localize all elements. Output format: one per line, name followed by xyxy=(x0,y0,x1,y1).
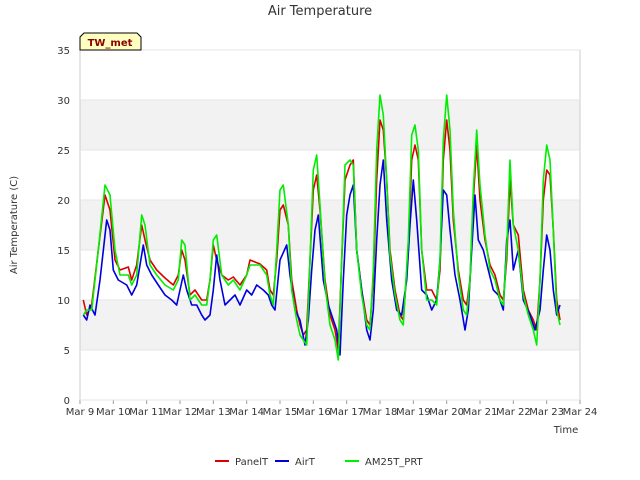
x-tick-label: Mar 23 xyxy=(529,407,564,418)
y-axis-ticks: 0 5 10 15 20 25 30 35 xyxy=(57,46,580,407)
station-label-background xyxy=(79,32,142,51)
y-tick-label: 30 xyxy=(57,96,70,107)
station-label-box: TW_met xyxy=(79,32,142,51)
x-tick-label: Mar 17 xyxy=(329,407,364,418)
y-tick-label: 0 xyxy=(64,396,70,407)
y-axis-label: Air Temperature (C) xyxy=(9,176,20,274)
grid-band xyxy=(80,150,580,200)
grid-band xyxy=(80,350,580,400)
y-tick-label: 10 xyxy=(57,296,70,307)
legend-label: AirT xyxy=(295,457,316,468)
y-tick-label: 15 xyxy=(57,246,70,257)
x-tick-label: Mar 24 xyxy=(563,407,598,418)
x-tick-label: Mar 18 xyxy=(363,407,398,418)
grid-band xyxy=(80,50,580,100)
legend: PanelT AirT AM25T_PRT xyxy=(215,457,424,468)
x-tick-label: Mar 20 xyxy=(429,407,464,418)
x-tick-label: Mar 11 xyxy=(129,407,164,418)
legend-label: AM25T_PRT xyxy=(365,457,424,468)
y-tick-label: 35 xyxy=(57,46,70,57)
x-tick-label: Mar 13 xyxy=(196,407,231,418)
x-tick-label: Mar 9 xyxy=(66,407,94,418)
x-tick-label: Mar 14 xyxy=(229,407,264,418)
x-tick-label: Mar 19 xyxy=(396,407,431,418)
chart-title: Air Temperature xyxy=(268,4,372,19)
y-tick-label: 25 xyxy=(57,146,70,157)
x-tick-label: Mar 16 xyxy=(296,407,331,418)
grid-band xyxy=(80,100,580,150)
x-tick-label: Mar 10 xyxy=(96,407,131,418)
grid-band xyxy=(80,200,580,250)
x-axis-label: Time xyxy=(553,425,578,436)
x-tick-label: Mar 12 xyxy=(163,407,198,418)
y-tick-label: 20 xyxy=(57,196,70,207)
y-tick-label: 5 xyxy=(64,346,70,357)
legend-label: PanelT xyxy=(235,457,269,468)
plot-bands xyxy=(80,50,580,400)
series-line-am25t-prt xyxy=(82,94,561,361)
x-tick-label: Mar 22 xyxy=(496,407,531,418)
x-tick-label: Mar 21 xyxy=(463,407,498,418)
x-tick-label: Mar 15 xyxy=(263,407,298,418)
station-label: TW_met xyxy=(88,38,133,49)
series-lines xyxy=(82,94,561,361)
